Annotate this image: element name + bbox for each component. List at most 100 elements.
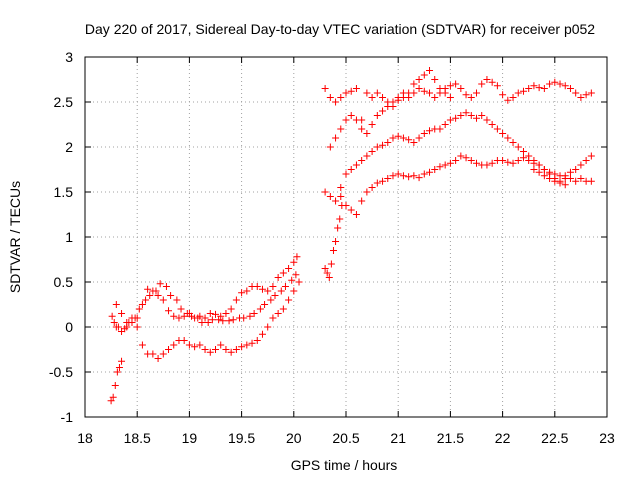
x-tick-label: 21 <box>390 430 406 446</box>
data-point <box>363 188 371 196</box>
data-point <box>279 269 287 277</box>
data-point <box>326 94 334 101</box>
series-group <box>321 202 346 281</box>
data-point <box>358 125 366 133</box>
data-point <box>441 85 449 92</box>
data-point <box>467 157 475 164</box>
data-point <box>478 80 486 88</box>
data-point <box>336 215 344 223</box>
data-point <box>232 296 240 304</box>
data-point <box>446 82 454 90</box>
data-point <box>217 312 225 320</box>
data-point <box>379 177 387 185</box>
data-point <box>436 89 444 97</box>
series-group <box>108 253 301 331</box>
data-point <box>436 163 444 171</box>
data-point <box>288 276 296 284</box>
data-point <box>107 397 115 405</box>
data-point <box>426 168 434 176</box>
x-tick-labels: 18 18.5 19 19.5 20 20.5 21 21.5 22 22.5 23 <box>77 430 615 446</box>
data-point <box>467 94 475 101</box>
data-point <box>441 161 449 169</box>
data-point <box>405 173 413 181</box>
y-tick-label: 2.5 <box>54 94 74 110</box>
data-point <box>264 287 272 295</box>
data-point <box>566 175 574 182</box>
data-point <box>277 287 285 295</box>
data-point <box>363 130 371 137</box>
data-point <box>138 301 146 308</box>
data-point <box>196 341 204 349</box>
x-tick-label: 18 <box>77 430 93 446</box>
data-point <box>493 125 501 133</box>
data-point <box>212 346 219 353</box>
data-point <box>551 170 559 178</box>
data-point <box>326 143 334 151</box>
data-point <box>198 319 206 326</box>
data-point <box>379 141 387 149</box>
data-point <box>389 98 397 106</box>
data-point <box>483 116 491 124</box>
data-point <box>250 310 258 317</box>
data-point <box>363 152 371 160</box>
data-point <box>118 310 126 317</box>
data-point <box>183 310 191 317</box>
data-point <box>342 89 350 97</box>
y-tick-label: 2 <box>65 139 73 155</box>
grid-lines <box>85 57 607 417</box>
data-point <box>535 84 543 92</box>
data-point <box>352 116 360 124</box>
y-tick-labels: -1 -0.5 0 0.5 1 1.5 2 2.5 3 <box>49 49 73 425</box>
data-point <box>246 312 254 320</box>
y-tick-label: 1.5 <box>54 184 74 200</box>
data-point <box>154 355 162 362</box>
data-point <box>457 112 465 119</box>
data-point <box>420 130 428 137</box>
data-point <box>194 314 202 322</box>
data-point <box>227 305 235 313</box>
data-point <box>368 121 376 128</box>
data-point <box>185 341 193 349</box>
data-point <box>177 305 185 313</box>
data-point <box>269 283 277 290</box>
data-point <box>525 85 533 92</box>
data-point <box>566 168 574 176</box>
y-axis-label: SDTVAR / TECUs <box>7 181 23 293</box>
x-tick-label: 20 <box>286 430 302 446</box>
data-point <box>285 265 293 272</box>
x-tick-label: 19 <box>182 430 198 446</box>
data-marks <box>107 67 595 405</box>
data-point <box>323 269 331 277</box>
data-point <box>238 289 246 297</box>
data-point <box>358 157 366 164</box>
data-point <box>115 364 123 371</box>
axis-ticks <box>84 56 608 418</box>
data-point <box>170 312 178 320</box>
data-point <box>530 166 538 173</box>
data-point <box>368 94 376 101</box>
data-point <box>295 278 303 286</box>
data-point <box>509 139 517 146</box>
chart-title: Day 220 of 2017, Sidereal Day-to-day VTE… <box>85 21 595 37</box>
data-point <box>292 271 300 279</box>
data-point <box>352 211 360 218</box>
data-point <box>488 78 496 86</box>
data-point <box>123 323 131 331</box>
data-point <box>446 94 454 101</box>
series-group <box>110 271 300 333</box>
data-point <box>347 206 355 214</box>
data-point <box>321 188 329 196</box>
data-point <box>519 148 527 155</box>
data-point <box>109 393 117 401</box>
data-point <box>212 310 219 318</box>
data-point <box>332 134 340 142</box>
data-point <box>504 96 512 104</box>
data-point <box>113 368 121 376</box>
data-point <box>352 85 360 92</box>
data-point <box>337 125 345 133</box>
data-point <box>293 253 301 261</box>
data-point <box>525 157 533 164</box>
data-point <box>327 260 335 268</box>
data-point <box>133 323 141 331</box>
data-point <box>420 87 428 95</box>
